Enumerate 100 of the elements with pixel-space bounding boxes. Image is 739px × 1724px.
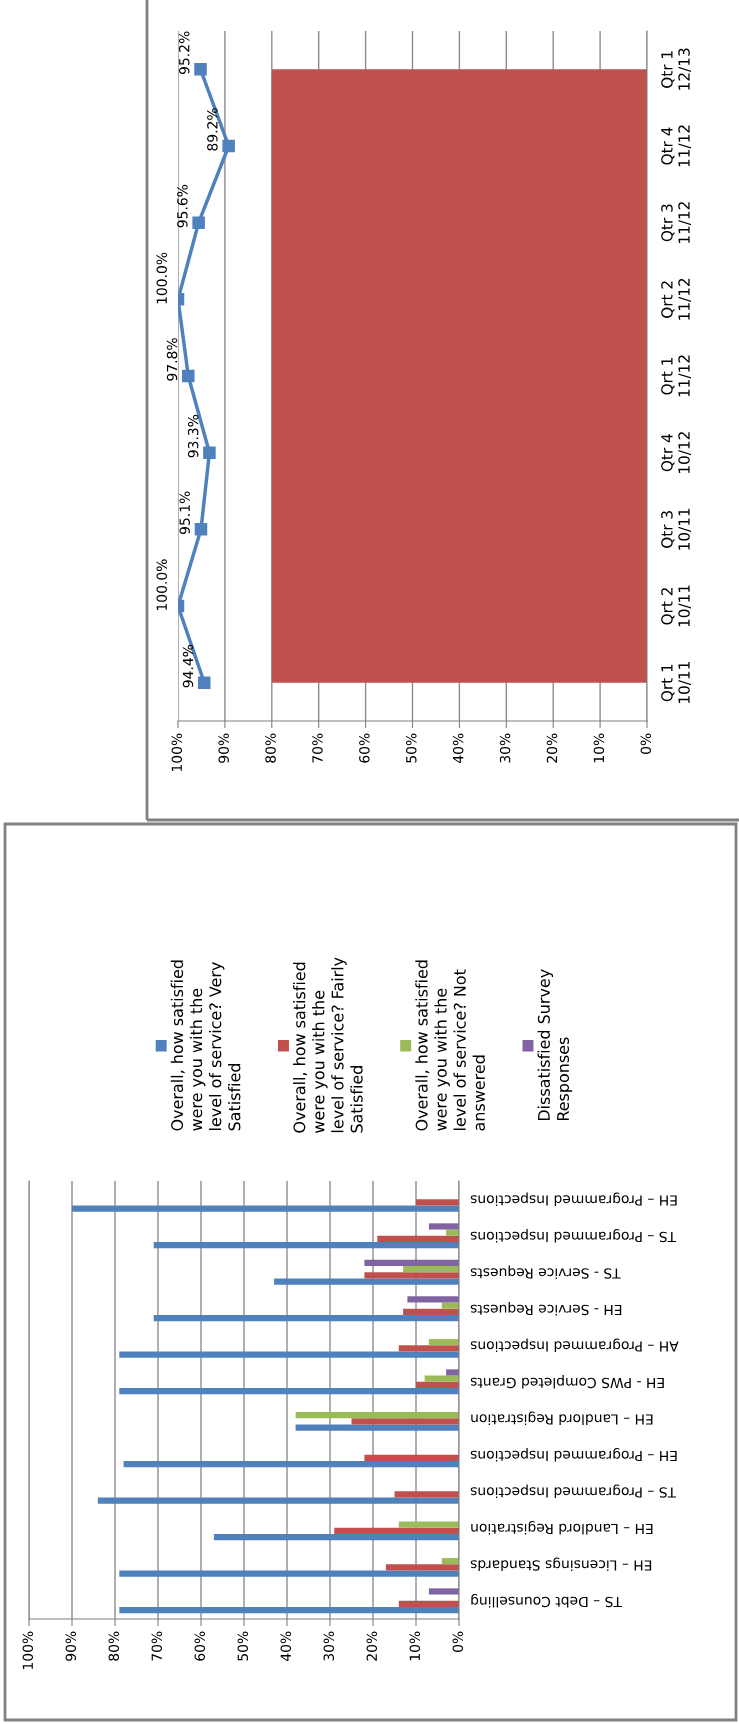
bar <box>428 1588 459 1595</box>
bar <box>295 1412 459 1419</box>
legend-label: Dissatisfied Survey Responses <box>537 969 573 1121</box>
bar <box>334 1527 459 1534</box>
y-tick-label: EH – Programmed Inspections <box>470 1448 677 1462</box>
bar <box>351 1418 459 1425</box>
bar <box>424 1375 459 1382</box>
bar <box>403 1308 459 1315</box>
x-tick-label: 80% <box>265 733 276 763</box>
y-tick-label: Qtr 4 10/12 <box>661 432 692 473</box>
data-label: 100.0% <box>156 559 167 611</box>
x-tick-label: 100% <box>171 733 183 771</box>
bar <box>398 1345 459 1352</box>
point <box>222 139 235 153</box>
x-tick-label: 40% <box>280 1631 292 1661</box>
bar <box>119 1570 459 1577</box>
bar <box>97 1497 459 1504</box>
data-label: 95.6% <box>177 184 188 228</box>
y-tick-label: TS – Programmed Inspections <box>470 1229 677 1243</box>
y-tick-label: Qrt 1 10/11 <box>661 662 692 703</box>
bar <box>153 1314 459 1322</box>
point <box>194 523 208 536</box>
y-tick-label: Qtr 3 11/12 <box>661 202 692 243</box>
x-tick-label: 20% <box>546 733 558 763</box>
bar <box>213 1533 459 1541</box>
legend-label: Overall, how satisfied were you with the level of service? Not answered <box>415 960 485 1131</box>
y-tick-label: EH – Landlord Registration <box>471 1411 653 1425</box>
x-tick-label: 20% <box>366 1631 378 1661</box>
point <box>192 216 205 229</box>
data-label: 100.0% <box>156 252 167 304</box>
y-tick-label: Qrt 2 11/12 <box>661 278 692 320</box>
x-tick-label: 10% <box>593 733 605 763</box>
data-label: 93.3% <box>187 414 199 458</box>
x-tick-label: 60% <box>194 1631 206 1661</box>
y-tick-label: TS – Programmed Inspections <box>470 1484 677 1498</box>
data-label: 95.1% <box>179 491 190 535</box>
bar <box>119 1351 459 1358</box>
point <box>194 63 207 76</box>
x-tick-label: 100% <box>22 1631 34 1669</box>
point <box>198 676 211 689</box>
x-tick-label: 70% <box>312 733 323 763</box>
bar <box>407 1296 459 1303</box>
y-tick-label: Qrt 2 10/11 <box>661 585 692 627</box>
bar <box>394 1491 459 1498</box>
y-tick-label: Qtr 1 12/13 <box>661 48 692 90</box>
bar <box>446 1229 459 1236</box>
bar <box>416 1199 459 1206</box>
x-tick-label: 10% <box>409 1631 421 1661</box>
bar <box>428 1339 459 1346</box>
bar <box>364 1259 459 1267</box>
x-tick-label: 90% <box>218 733 229 763</box>
bar <box>274 1278 459 1285</box>
point <box>203 446 216 459</box>
x-tick-label: 50% <box>406 733 417 763</box>
x-tick-label: 30% <box>323 1631 335 1661</box>
bar <box>364 1272 459 1279</box>
x-tick-label: 0% <box>452 1631 464 1652</box>
bar <box>153 1241 459 1249</box>
bar <box>119 1606 459 1614</box>
x-tick-label: 80% <box>108 1631 120 1661</box>
bar <box>441 1558 459 1565</box>
legend-label: Overall, how satisfied were you with the level of service? Fairly Satisfied <box>293 957 363 1133</box>
bar <box>403 1266 459 1273</box>
bar <box>441 1302 459 1309</box>
y-tick-label: EH - PWS Completed Grants <box>470 1375 664 1389</box>
bar <box>72 1205 459 1212</box>
y-tick-label: Qtr 3 10/11 <box>661 508 692 550</box>
data-label: 95.2% <box>178 31 190 75</box>
legend-label: Overall, how satisfied were you with the level of service? Very Satisfied <box>170 960 241 1131</box>
bar <box>428 1223 459 1230</box>
bar <box>416 1381 459 1388</box>
x-tick-label: 50% <box>237 1631 249 1661</box>
y-tick-label: EH – Landlord Registration <box>471 1521 653 1535</box>
y-tick-label: Qtr 4 11/12 <box>661 125 692 167</box>
y-tick-label: TS - Service Requests <box>470 1265 621 1279</box>
bar <box>123 1460 459 1468</box>
y-tick-label: EH – Licensings Standards <box>470 1557 652 1571</box>
y-tick-label: TS – Debt Counselling <box>471 1594 622 1608</box>
bar <box>398 1600 459 1607</box>
data-label: 94.4% <box>182 644 194 688</box>
x-tick-label: 40% <box>452 733 464 763</box>
bar <box>119 1387 459 1395</box>
bar <box>295 1424 459 1431</box>
y-tick-label: Qrt 1 11/12 <box>661 355 692 397</box>
bar <box>364 1454 459 1461</box>
bar <box>446 1369 459 1376</box>
data-label: 97.8% <box>166 338 178 381</box>
x-tick-label: 90% <box>65 1631 77 1661</box>
y-tick-label: AH – Programmed Inspections <box>470 1338 679 1352</box>
point <box>182 369 195 383</box>
y-tick-label: EH – Programmed Inspections <box>470 1192 677 1206</box>
y-tick-label: EH - Service Requests <box>470 1302 622 1316</box>
x-tick-label: 30% <box>499 733 511 763</box>
x-tick-label: 0% <box>640 733 652 754</box>
x-tick-label: 60% <box>359 733 370 763</box>
bar <box>377 1235 459 1242</box>
data-label: 89.2% <box>207 108 218 151</box>
x-tick-label: 70% <box>151 1631 163 1661</box>
bar <box>398 1521 459 1528</box>
bar <box>385 1564 459 1571</box>
